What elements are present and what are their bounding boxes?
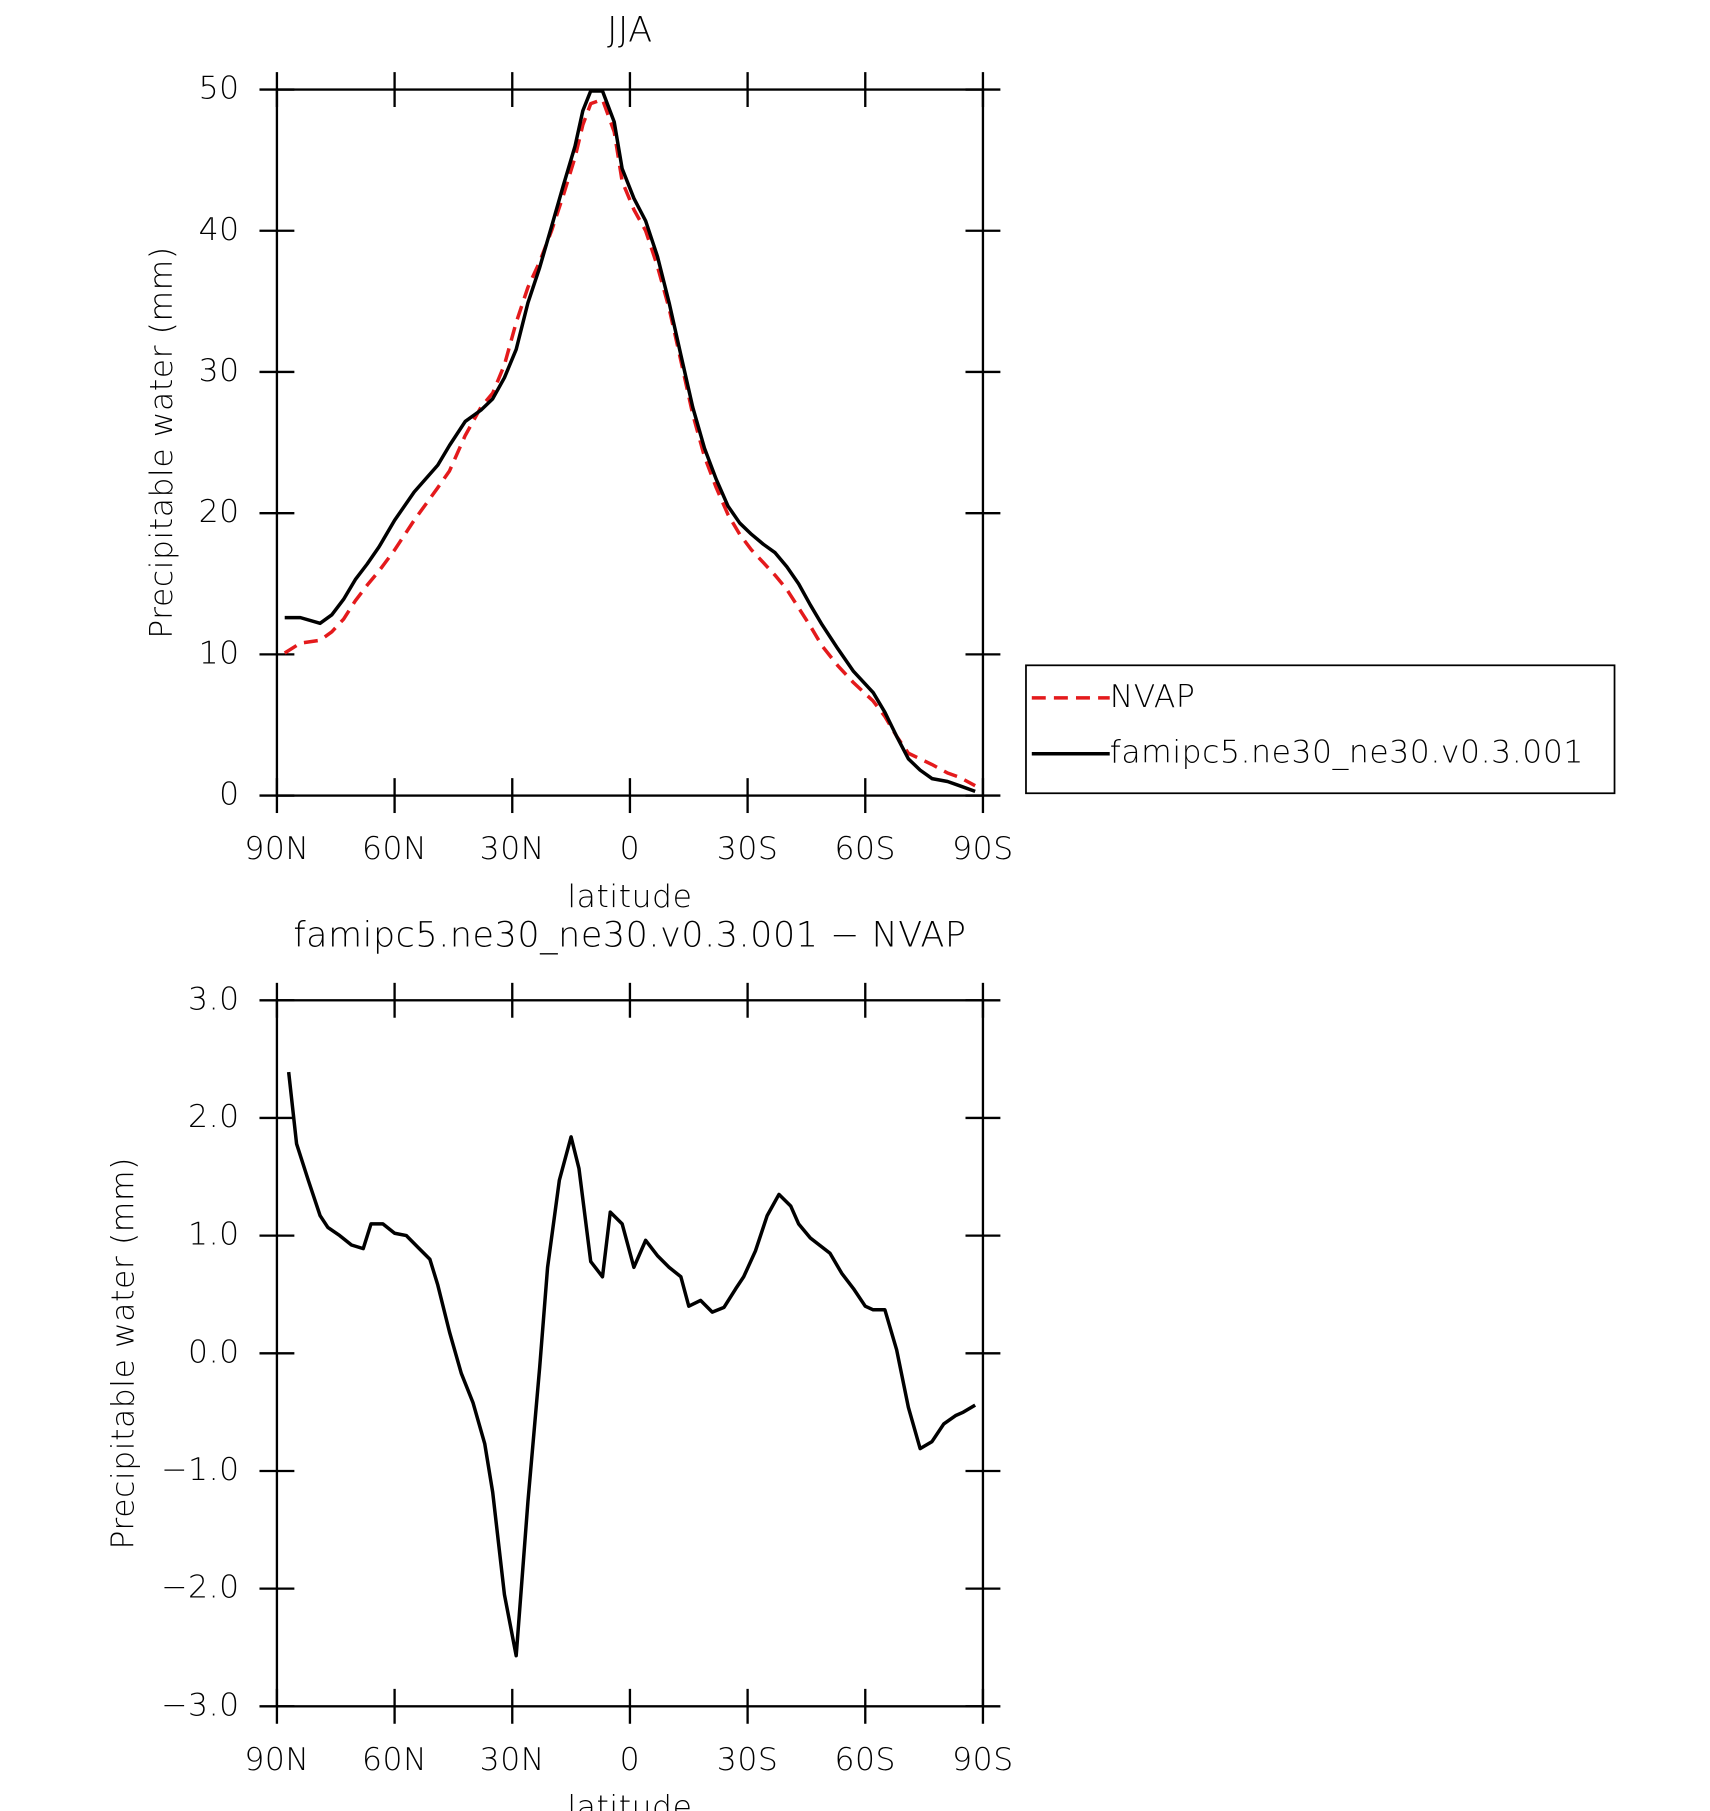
x-tick-label: 60S xyxy=(834,831,896,867)
y-axis-label: Precipitable water (mm) xyxy=(144,246,180,638)
data-line xyxy=(284,89,976,794)
y-tick-label: −1.0 xyxy=(161,1452,240,1488)
y-tick-label: 3.0 xyxy=(188,981,240,1017)
y-tick-label: 10 xyxy=(199,635,240,671)
x-tick-label: 30S xyxy=(717,1742,779,1778)
data-line xyxy=(286,1071,977,1658)
x-tick-label: 30N xyxy=(480,1742,545,1778)
chart-title: famipc5.ne30_ne30.v0.3.001 − NVAP xyxy=(293,915,966,955)
y-tick-label: 0.0 xyxy=(188,1334,240,1370)
x-tick-label: 90S xyxy=(952,831,1014,867)
x-tick-label: 30N xyxy=(480,831,545,867)
y-tick-label: 40 xyxy=(199,212,240,248)
y-tick-label: −3.0 xyxy=(161,1687,240,1723)
x-tick-label: 0 xyxy=(620,831,641,867)
x-axis-label: latitude xyxy=(567,1790,692,1811)
x-tick-label: 60N xyxy=(362,831,427,867)
y-tick-label: 20 xyxy=(199,494,240,530)
y-tick-label: 1.0 xyxy=(188,1217,240,1253)
data-line xyxy=(283,97,976,788)
legend-label: NVAP xyxy=(1110,679,1196,715)
y-tick-label: 50 xyxy=(199,71,240,107)
y-tick-label: 30 xyxy=(199,353,240,389)
y-tick-label: 2.0 xyxy=(188,1099,240,1135)
legend-box xyxy=(1025,664,1616,795)
x-tick-label: 30S xyxy=(717,831,779,867)
x-tick-label: 90N xyxy=(244,1742,309,1778)
x-tick-label: 90S xyxy=(952,1742,1014,1778)
plot-frame xyxy=(275,88,985,797)
x-tick-label: 0 xyxy=(620,1742,641,1778)
legend-label: famipc5.ne30_ne30.v0.3.001 xyxy=(1110,735,1584,771)
x-axis-label: latitude xyxy=(567,879,692,915)
chart-title: JJA xyxy=(607,10,653,50)
y-axis-label: Precipitable water (mm) xyxy=(106,1157,142,1549)
x-tick-label: 60N xyxy=(362,1742,427,1778)
plot-frame xyxy=(275,999,985,1708)
y-tick-label: 0 xyxy=(219,777,240,813)
y-tick-label: −2.0 xyxy=(161,1570,240,1606)
x-tick-label: 90N xyxy=(244,831,309,867)
x-tick-label: 60S xyxy=(834,1742,896,1778)
